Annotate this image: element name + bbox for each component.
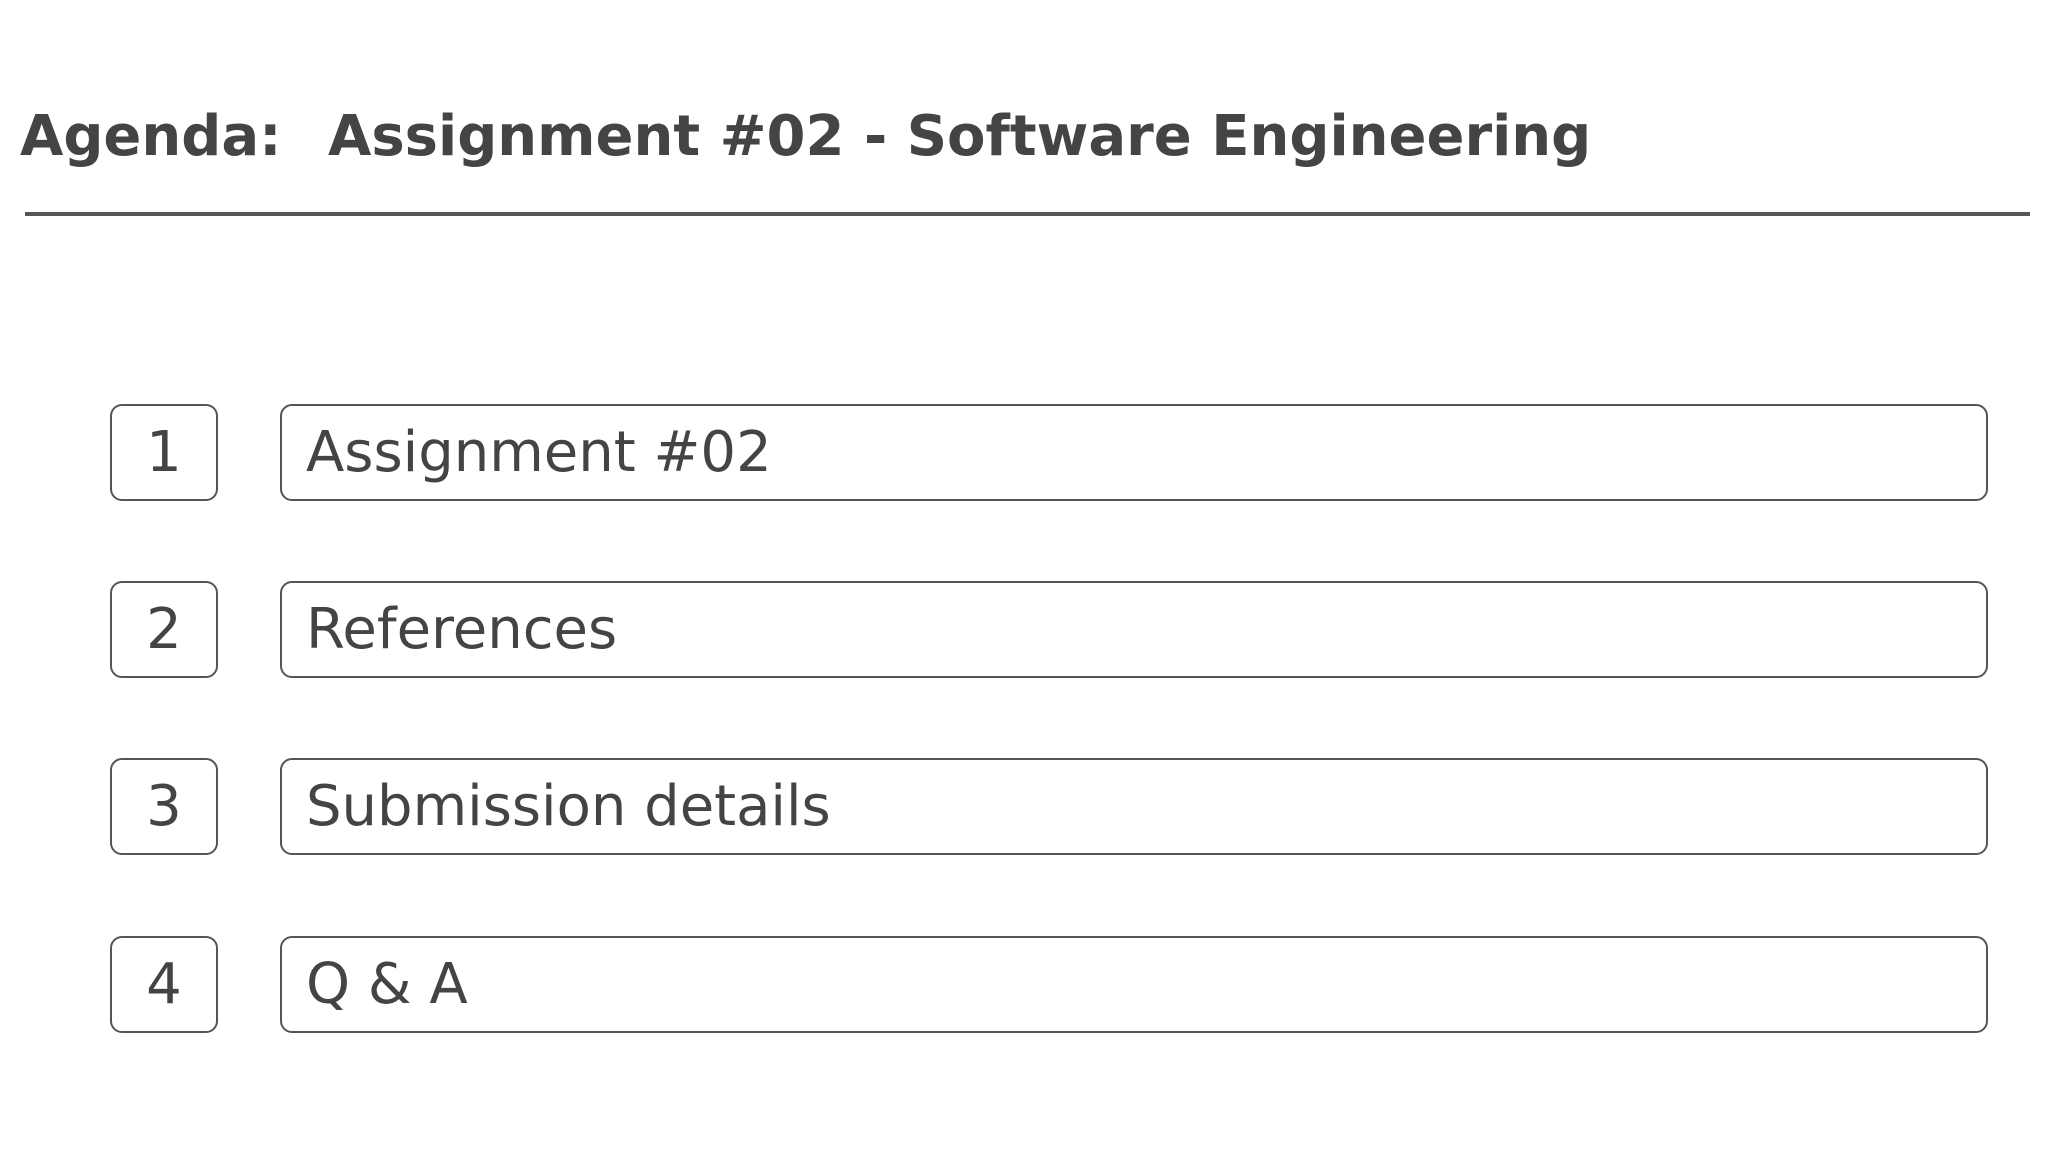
agenda-item: 4 Q & A <box>0 936 2048 1036</box>
agenda-item-label: References <box>280 581 1988 678</box>
header-divider <box>25 212 2030 216</box>
agenda-label: Agenda: <box>20 103 282 169</box>
page-header: Agenda: Assignment #02 - Software Engine… <box>20 96 1591 176</box>
agenda-item: 1 Assignment #02 <box>0 404 2048 504</box>
agenda-item-number: 3 <box>110 758 218 855</box>
page-title: Assignment #02 - Software Engineering <box>328 103 1592 169</box>
agenda-item: 2 References <box>0 581 2048 681</box>
agenda-item-label: Assignment #02 <box>280 404 1988 501</box>
agenda-item-label: Submission details <box>280 758 1988 855</box>
agenda-item-label: Q & A <box>280 936 1988 1033</box>
agenda-item-number: 4 <box>110 936 218 1033</box>
agenda-item-number: 2 <box>110 581 218 678</box>
agenda-item: 3 Submission details <box>0 758 2048 858</box>
agenda-item-number: 1 <box>110 404 218 501</box>
